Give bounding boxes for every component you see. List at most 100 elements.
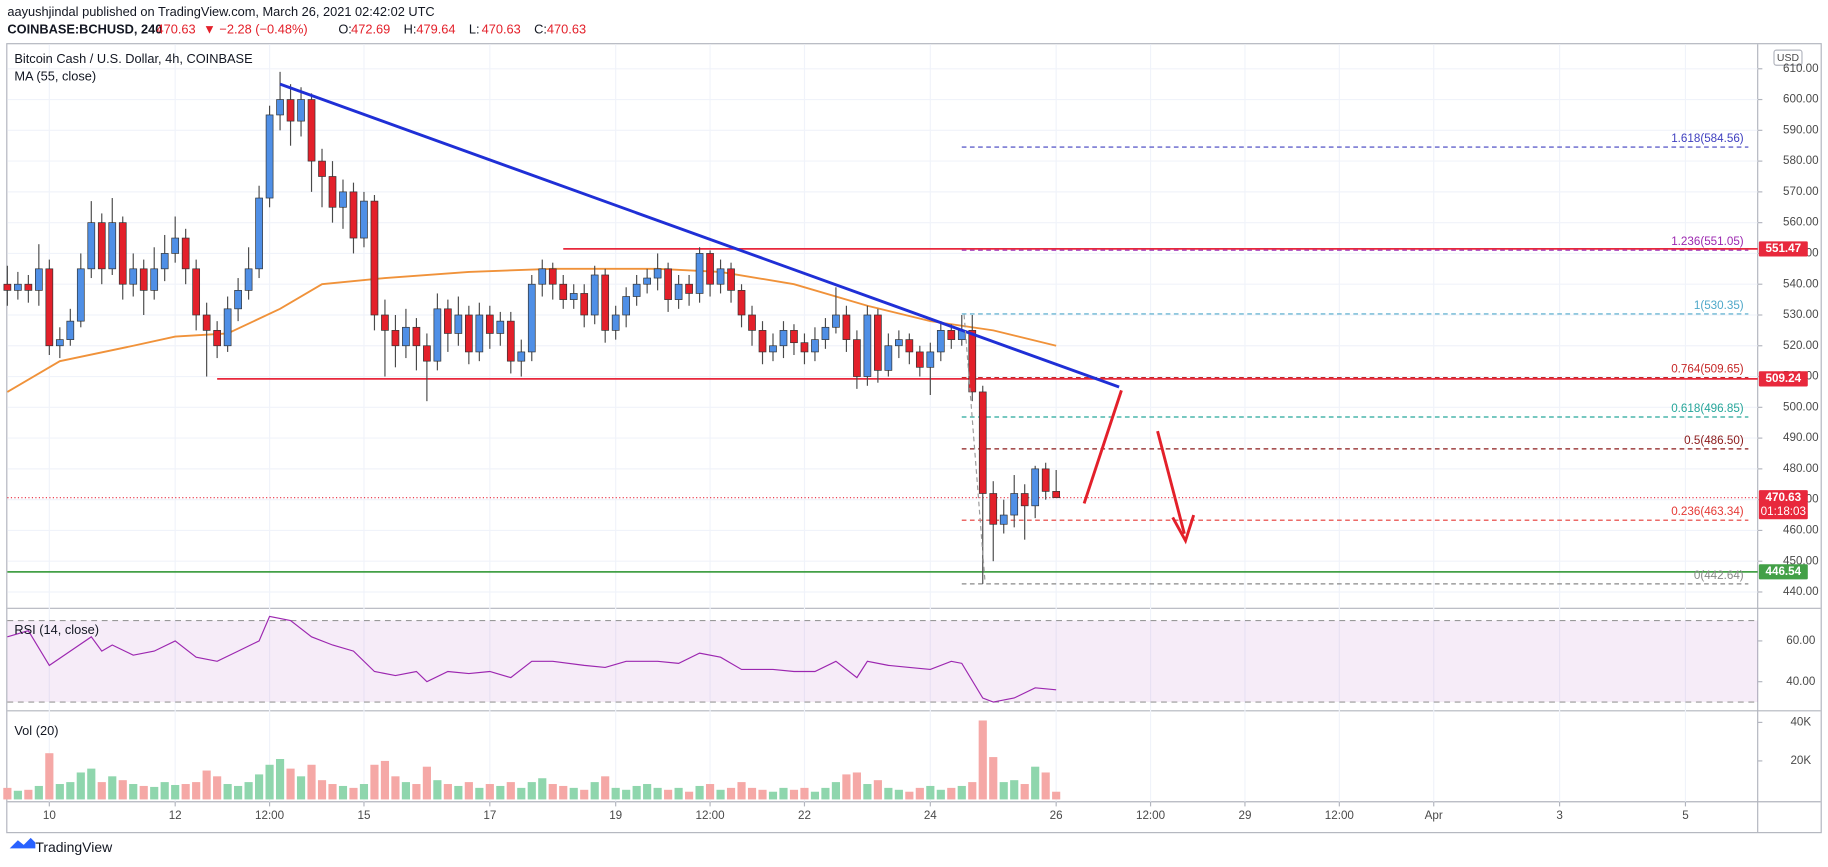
volume-bar xyxy=(622,789,631,800)
volume-bar xyxy=(580,789,589,800)
x-tick-label: 12:00 xyxy=(1325,809,1355,822)
candle-body xyxy=(129,268,138,285)
countdown: 01:18:03 xyxy=(1761,505,1806,518)
candle-body xyxy=(150,268,159,291)
candle-body xyxy=(1052,491,1061,499)
candle-body xyxy=(1031,468,1040,507)
candle-body xyxy=(569,293,578,300)
candle-body xyxy=(811,339,819,353)
volume-bar xyxy=(831,782,841,800)
fib-label: 1.236(551.05) xyxy=(1671,235,1744,248)
candle-body xyxy=(716,268,725,285)
frame xyxy=(6,43,1822,834)
volume-bar xyxy=(391,776,400,800)
volume-bar xyxy=(464,782,473,800)
volume-bar xyxy=(789,789,799,800)
y-tick-label: 600.00 xyxy=(1783,93,1819,106)
candle-body xyxy=(34,268,43,291)
last-price-tag-label: 470.63 xyxy=(1766,491,1802,504)
candle-body xyxy=(485,314,494,334)
x-tick-label: 10 xyxy=(43,809,56,822)
volume-bar xyxy=(695,785,704,800)
candle-body xyxy=(66,320,75,340)
ohlc-value: 470.63 xyxy=(547,22,586,37)
candle-body xyxy=(339,191,347,208)
x-tick-label: 12:00 xyxy=(255,809,285,822)
volume-bar xyxy=(475,787,484,800)
volume-bar xyxy=(3,787,12,800)
fib-label: 1(530.35) xyxy=(1694,299,1744,312)
ohlc-label: C: xyxy=(534,22,547,37)
volume-bar xyxy=(171,784,180,800)
volume-bar xyxy=(726,787,736,800)
y-tick-label: 450.00 xyxy=(1783,554,1819,567)
volume-bar xyxy=(296,776,306,800)
candle-body xyxy=(213,330,221,347)
price-change: ▼ −2.28 (−0.48%) xyxy=(203,22,307,37)
volume-bar xyxy=(894,789,903,800)
volume-bar xyxy=(559,785,568,800)
publisher: aayushjindal published on TradingView.co… xyxy=(7,4,434,19)
candle-body xyxy=(108,222,117,270)
volume-bar xyxy=(926,785,935,800)
candle-body xyxy=(1010,493,1019,516)
y-tick-label: 610.00 xyxy=(1783,62,1819,75)
candle-body xyxy=(223,308,232,347)
plot: 440.00450.00460.00470.00480.00490.00500.… xyxy=(3,44,1819,822)
volume-bar xyxy=(129,784,138,800)
last-price: 470.63 xyxy=(157,22,196,37)
y-tick-label: 570.00 xyxy=(1783,185,1819,198)
y-tick-label: 490.00 xyxy=(1783,431,1819,444)
candle-body xyxy=(391,330,400,347)
volume-bar xyxy=(34,785,43,800)
volume-bar xyxy=(181,784,190,800)
candle-body xyxy=(402,326,410,347)
volume-bar xyxy=(601,776,610,800)
candle-body xyxy=(423,345,431,362)
x-tick-label: 17 xyxy=(483,809,496,822)
rsi-band xyxy=(7,620,1758,703)
candle-body xyxy=(255,197,263,270)
candle-body xyxy=(527,283,536,353)
volume-bar xyxy=(716,789,725,800)
volume-bar xyxy=(821,787,830,800)
volume-bar xyxy=(1052,791,1061,800)
candle-body xyxy=(968,330,977,393)
volume-bar xyxy=(359,784,369,800)
candle-body xyxy=(24,283,33,291)
volume-bar xyxy=(328,784,337,800)
candle-body xyxy=(433,308,442,362)
candle-body xyxy=(590,274,599,316)
candle-body xyxy=(171,237,180,254)
currency: USD xyxy=(1777,53,1800,64)
volume-bar xyxy=(97,782,106,800)
y-tick-label: 540.00 xyxy=(1783,277,1819,290)
volume-bar xyxy=(653,787,662,800)
volume-bar xyxy=(758,789,767,800)
candle-body xyxy=(895,339,903,347)
x-tick-label: 29 xyxy=(1238,809,1251,822)
candle-body xyxy=(727,268,735,291)
volume-bar xyxy=(989,757,998,800)
y-tick-label: 440.00 xyxy=(1783,585,1819,598)
volume-bar xyxy=(747,787,757,800)
x-tick-label: 26 xyxy=(1050,809,1063,822)
x-tick-label: 24 xyxy=(924,809,937,822)
candle-body xyxy=(328,176,337,208)
volume-bar xyxy=(999,782,1008,800)
candle-body xyxy=(297,99,305,122)
candle-body xyxy=(926,351,935,368)
volume-bar xyxy=(380,760,390,800)
price-tag xyxy=(1758,564,1808,580)
volume-bar xyxy=(234,785,243,800)
brand-logo xyxy=(9,837,36,849)
rsi-tick-label: 40.00 xyxy=(1786,675,1816,688)
volume-bar xyxy=(160,782,169,800)
candle-body xyxy=(517,351,526,362)
volume-bar xyxy=(275,758,285,800)
candle-body xyxy=(769,345,777,353)
candle-body xyxy=(370,200,379,316)
volume-bar xyxy=(76,772,85,800)
